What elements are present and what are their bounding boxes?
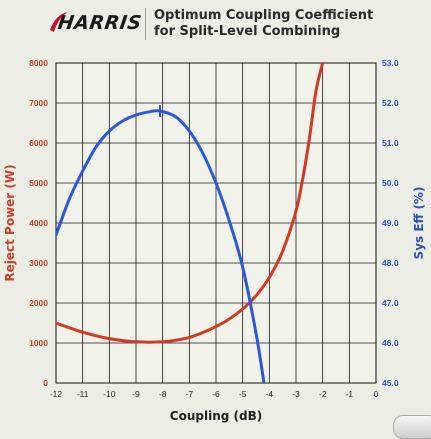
y-right-tick-label: 45.0 bbox=[382, 378, 399, 388]
x-tick-label: 0 bbox=[374, 389, 379, 399]
series-reject-power-line bbox=[56, 63, 325, 344]
y-right-tick-label: 52.0 bbox=[382, 98, 399, 108]
logo-swoosh-icon bbox=[50, 12, 68, 32]
y-right-tick-label: 49.0 bbox=[382, 218, 399, 228]
y-left-tick-label: 8000 bbox=[29, 58, 48, 68]
y-left-tick-label: 5000 bbox=[29, 178, 48, 188]
y-right-tick-label: 50.0 bbox=[382, 178, 399, 188]
x-tick-label: -2 bbox=[319, 389, 327, 399]
chart-title-line1: Optimum Coupling Coefficient bbox=[154, 8, 374, 23]
x-tick-label: -3 bbox=[292, 389, 300, 399]
y-right-tick-label: 51.0 bbox=[382, 138, 399, 148]
header-divider bbox=[145, 8, 146, 40]
x-tick-label: -8 bbox=[159, 389, 167, 399]
y-right-tick-label: 47.0 bbox=[382, 298, 399, 308]
x-tick-label: -11 bbox=[77, 389, 89, 399]
x-tick-label: -7 bbox=[186, 389, 194, 399]
x-tick-label: -1 bbox=[346, 389, 354, 399]
corner-button[interactable] bbox=[393, 415, 431, 439]
y-left-tick-label: 7000 bbox=[29, 98, 48, 108]
chart-title-line2: for Split-Level Combining bbox=[154, 24, 341, 39]
chart-title: Optimum Coupling Coefficient for Split-L… bbox=[154, 8, 373, 40]
chart-header: HARRIS Optimum Coupling Coefficient for … bbox=[0, 0, 431, 50]
y-left-tick-label: 2000 bbox=[29, 298, 48, 308]
y-left-tick-label: 6000 bbox=[29, 138, 48, 148]
y-left-tick-label: 4000 bbox=[29, 218, 48, 228]
y-left-axis-label: Reject Power (W) bbox=[3, 164, 17, 281]
x-tick-label: -10 bbox=[103, 389, 116, 399]
x-axis-label: Coupling (dB) bbox=[170, 409, 262, 423]
plot-border bbox=[55, 62, 377, 384]
y-right-tick-label: 48.0 bbox=[382, 258, 399, 268]
harris-logo: HARRIS bbox=[50, 8, 143, 38]
x-tick-label: -12 bbox=[50, 389, 63, 399]
y-left-tick-label: 0 bbox=[43, 378, 48, 388]
x-tick-label: -5 bbox=[239, 389, 247, 399]
y-right-axis-label: Sys Eff (%) bbox=[412, 187, 426, 260]
y-left-tick-label: 3000 bbox=[29, 258, 48, 268]
x-tick-label: -9 bbox=[132, 389, 140, 399]
y-right-tick-label: 46.0 bbox=[382, 338, 399, 348]
x-tick-label: -6 bbox=[212, 389, 220, 399]
y-left-tick-label: 1000 bbox=[29, 338, 48, 348]
y-right-tick-label: 53.0 bbox=[382, 58, 399, 68]
x-tick-label: -4 bbox=[266, 389, 274, 399]
